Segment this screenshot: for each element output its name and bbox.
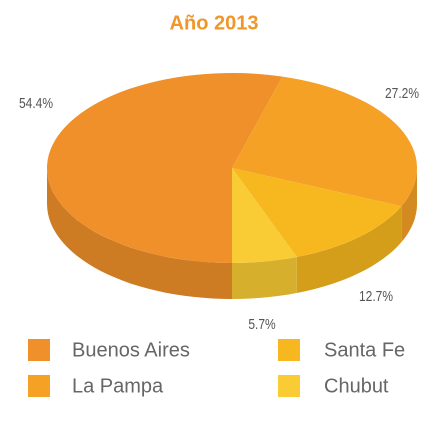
- legend-swatch: [28, 339, 50, 361]
- pie-slice: [47, 73, 283, 264]
- legend-label: Santa Fe: [324, 339, 405, 361]
- pie-side: [296, 206, 402, 293]
- pie-slice: [232, 76, 417, 207]
- legend-swatch: [278, 375, 300, 397]
- pie-side: [232, 257, 297, 299]
- legend-label: Chubut: [324, 375, 389, 397]
- legend-label: Buenos Aires: [72, 339, 190, 361]
- legend-swatch: [28, 375, 50, 397]
- legend-swatch: [278, 339, 300, 361]
- data-label: 5.7%: [248, 316, 275, 333]
- pie-side: [401, 168, 417, 243]
- data-label: 12.7%: [359, 288, 393, 305]
- pie-side: [47, 168, 232, 299]
- pie-slice: [232, 168, 297, 263]
- data-label: 27.2%: [385, 85, 419, 102]
- legend-label: La Pampa: [72, 375, 164, 397]
- data-label: 54.4%: [19, 95, 53, 112]
- pie-slice: [232, 168, 402, 257]
- chart-title: Año 2013: [170, 12, 259, 34]
